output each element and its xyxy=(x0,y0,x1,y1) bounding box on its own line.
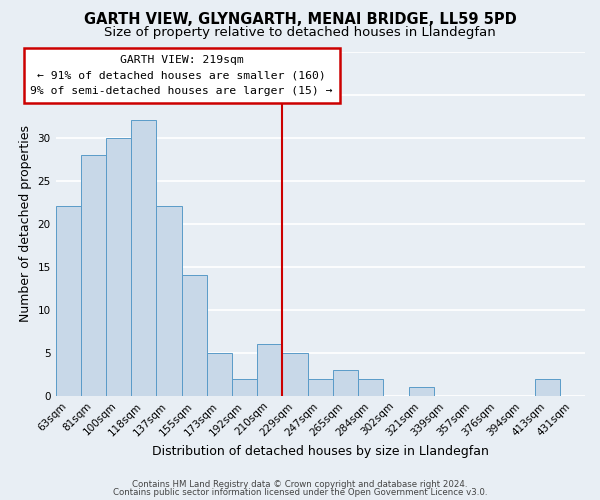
Text: Contains HM Land Registry data © Crown copyright and database right 2024.: Contains HM Land Registry data © Crown c… xyxy=(132,480,468,489)
Bar xyxy=(257,344,283,396)
Bar xyxy=(358,378,383,396)
Text: GARTH VIEW, GLYNGARTH, MENAI BRIDGE, LL59 5PD: GARTH VIEW, GLYNGARTH, MENAI BRIDGE, LL5… xyxy=(83,12,517,28)
Bar xyxy=(106,138,131,396)
Bar xyxy=(283,353,308,396)
Bar xyxy=(157,206,182,396)
Bar xyxy=(409,387,434,396)
Text: Size of property relative to detached houses in Llandegfan: Size of property relative to detached ho… xyxy=(104,26,496,39)
Bar xyxy=(308,378,333,396)
Bar xyxy=(81,155,106,396)
Bar xyxy=(182,276,207,396)
X-axis label: Distribution of detached houses by size in Llandegfan: Distribution of detached houses by size … xyxy=(152,444,489,458)
Text: GARTH VIEW: 219sqm
← 91% of detached houses are smaller (160)
9% of semi-detache: GARTH VIEW: 219sqm ← 91% of detached hou… xyxy=(31,55,333,96)
Bar xyxy=(56,206,81,396)
Bar xyxy=(207,353,232,396)
Bar xyxy=(232,378,257,396)
Y-axis label: Number of detached properties: Number of detached properties xyxy=(19,125,32,322)
Bar xyxy=(131,120,157,396)
Bar xyxy=(535,378,560,396)
Text: Contains public sector information licensed under the Open Government Licence v3: Contains public sector information licen… xyxy=(113,488,487,497)
Bar xyxy=(333,370,358,396)
